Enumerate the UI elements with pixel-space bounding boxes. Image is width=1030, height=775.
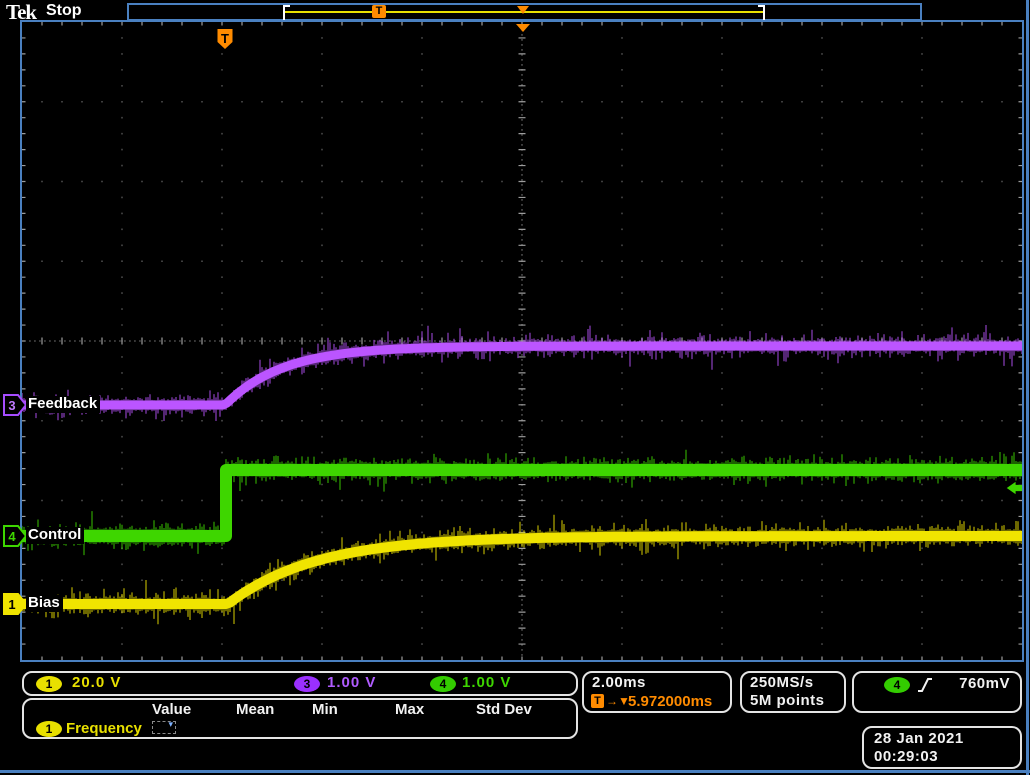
column-header-value: Value	[152, 701, 192, 718]
trigger-position-flag[interactable]	[217, 29, 233, 49]
expansion-point-icon	[516, 24, 530, 32]
delay-arrows-icon: →▼	[606, 694, 630, 708]
trigger-delay-value: 5.972000ms	[628, 693, 713, 710]
record-length: 5M points	[750, 692, 825, 709]
horizontal-settings-box[interactable]: 2.00ms T →▼ 5.972000ms	[582, 671, 732, 713]
rising-edge-icon	[918, 678, 932, 692]
column-header-min: Min	[312, 701, 338, 718]
channel-1-number: 1	[8, 597, 15, 612]
channel-3-ground-marker[interactable]: 3	[3, 394, 27, 416]
sample-rate: 250MS/s	[750, 674, 814, 691]
trigger-level-arrow[interactable]	[1005, 480, 1022, 496]
trigger-level: 760mV	[959, 675, 1010, 692]
waveform-label-feedback: Feedback	[26, 396, 101, 413]
timebase-scale: 2.00ms	[592, 674, 646, 691]
screen-edge-right	[1026, 0, 1029, 775]
channel-1-badge[interactable]: 1	[36, 676, 62, 692]
screen-edge-bottom	[0, 770, 1030, 773]
trigger-settings-box[interactable]: 4 760mV	[852, 671, 1022, 713]
waveform-label-bias: Bias	[26, 595, 63, 612]
acquisition-status: Stop	[46, 2, 82, 19]
time-text: 00:29:03	[874, 748, 939, 765]
trace-feedback	[22, 341, 1022, 410]
channel-scale-readouts[interactable]: 1 20.0 V 3 1.00 V 4 1.00 V	[22, 671, 578, 696]
trigger-t-icon: T	[591, 694, 604, 708]
record-view-bar[interactable]: T	[127, 3, 922, 22]
channel-3-scale: 1.00 V	[327, 674, 377, 691]
datetime-box: 28 Jan 2021 00:29:03	[862, 726, 1022, 769]
acquisition-settings-box[interactable]: 250MS/s 5M points	[740, 671, 846, 713]
trace-control	[22, 464, 1022, 542]
trigger-flag-label: T	[221, 31, 229, 46]
column-header-max: Max	[395, 701, 425, 718]
measurement-name: Frequency	[66, 720, 142, 737]
waveform-display: T	[22, 22, 1022, 660]
trace-bias	[22, 531, 1022, 609]
channel-4-badge[interactable]: 4	[430, 676, 456, 692]
channel-1-ground-marker[interactable]: 1	[3, 593, 27, 615]
bar-expansion-point-icon	[517, 6, 529, 14]
waveform-label-control: Control	[26, 527, 85, 544]
channel-1-scale: 20.0 V	[72, 674, 122, 691]
column-header-stddev: Std Dev	[476, 701, 532, 718]
bar-trigger-marker[interactable]: T	[372, 5, 386, 18]
date-text: 28 Jan 2021	[874, 730, 964, 747]
measurement-table[interactable]: Value Mean Min Max Std Dev 1 Frequency ▾	[22, 698, 578, 739]
channel-3-number: 3	[8, 398, 15, 413]
column-header-mean: Mean	[236, 701, 275, 718]
measurement-channel-badge: 1	[36, 721, 62, 737]
channel-4-ground-marker[interactable]: 4	[3, 525, 27, 547]
channel-4-number: 4	[8, 529, 16, 544]
graticule: T	[20, 20, 1024, 662]
channel-4-scale: 1.00 V	[462, 674, 512, 691]
dropdown-arrow-icon: ▾	[168, 719, 173, 729]
trigger-source-badge: 4	[884, 677, 910, 693]
graticule-ticks	[22, 22, 1022, 660]
channel-3-badge[interactable]: 3	[294, 676, 320, 692]
measurement-value-dropdown[interactable]: ▾	[152, 719, 176, 734]
